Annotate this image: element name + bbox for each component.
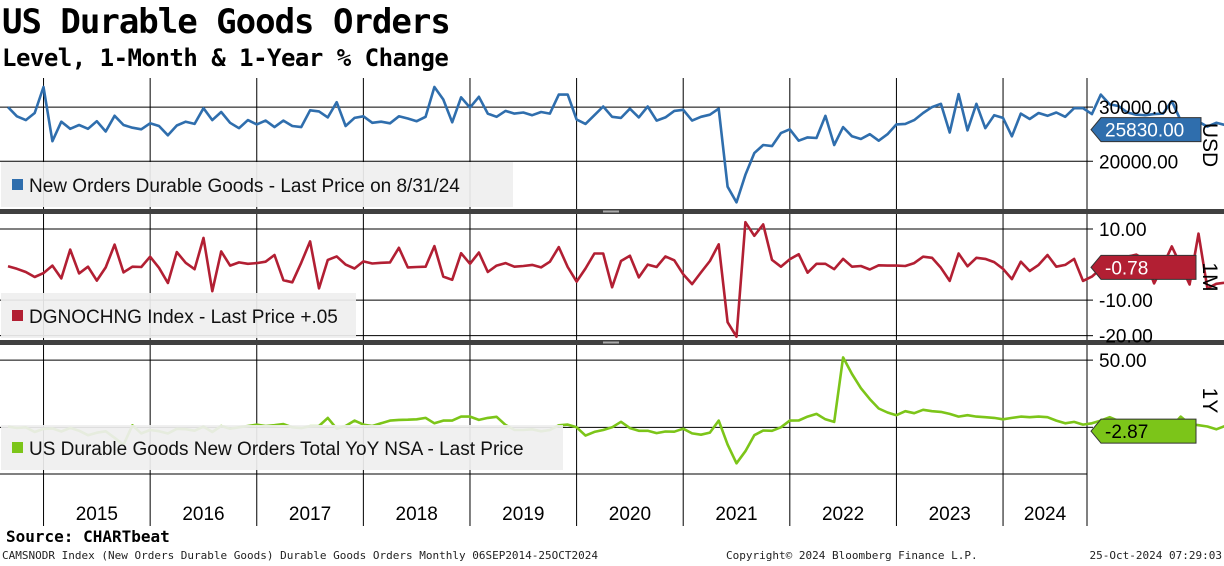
chart-subtitle: Level, 1-Month & 1-Year % Change — [2, 44, 449, 72]
year-label: 2016 — [182, 504, 224, 525]
legend-label: US Durable Goods New Orders Total YoY NS… — [29, 439, 524, 460]
last-value-label: -0.78 — [1105, 258, 1148, 279]
year-label: 2015 — [76, 504, 118, 525]
source-label: Source: CHARTbeat — [6, 527, 170, 546]
y-tick-label: 30000.00 — [1099, 98, 1178, 119]
legend-swatch — [12, 179, 23, 190]
y-tick-label: -20.00 — [1099, 327, 1153, 348]
mom-series-line — [7, 220, 1224, 339]
year-label: 2020 — [609, 504, 651, 525]
y-tick-label: 50.00 — [1099, 351, 1147, 372]
axis-side-label: 1Y — [1198, 388, 1221, 414]
chart-canvas: 2015 2016 2017 2018 2019 2020 2021 2022 2023 2024… — [0, 78, 1224, 526]
last-value-label: 25830.00 — [1105, 121, 1184, 142]
last-value-label: -2.87 — [1105, 422, 1148, 443]
last-value-badge — [1090, 254, 1197, 280]
axis-side-label: 1M — [1198, 262, 1221, 291]
footer-series-info: CAMSNODR Index (New Orders Durable Goods… — [2, 549, 599, 562]
footer-copyright: Copyright© 2024 Bloomberg Finance L.P. — [726, 549, 978, 562]
year-label: 2019 — [502, 504, 544, 525]
axis-side-label: USD — [1198, 123, 1221, 167]
year-label: 2024 — [1024, 504, 1067, 525]
legend-swatch — [12, 442, 23, 453]
year-label: 2021 — [715, 504, 757, 525]
y-tick-label: 10.00 — [1099, 220, 1147, 241]
chart-title: US Durable Goods Orders — [2, 2, 451, 42]
y-tick-label: -10.00 — [1099, 291, 1153, 312]
last-value-badge — [1090, 117, 1202, 143]
year-label: 2022 — [822, 504, 864, 525]
year-label: 2018 — [396, 504, 438, 525]
last-value-badge — [1090, 418, 1197, 444]
level-series-line — [7, 85, 1224, 204]
legend-label: DGNOCHNG Index - Last Price +.05 — [29, 307, 338, 328]
footer-timestamp: 25-Oct-2024 07:29:03 — [1089, 549, 1222, 562]
y-tick-label: 20000.00 — [1099, 152, 1178, 173]
separator-grip — [603, 210, 619, 213]
legend-box — [1, 425, 563, 470]
legend-swatch — [12, 310, 23, 321]
year-label: 2017 — [289, 504, 331, 525]
legend-box — [1, 293, 356, 338]
legend-box — [1, 162, 513, 207]
legend-label: New Orders Durable Goods - Last Price on… — [29, 176, 460, 197]
separator-grip — [603, 341, 619, 344]
year-label: 2023 — [929, 504, 971, 525]
